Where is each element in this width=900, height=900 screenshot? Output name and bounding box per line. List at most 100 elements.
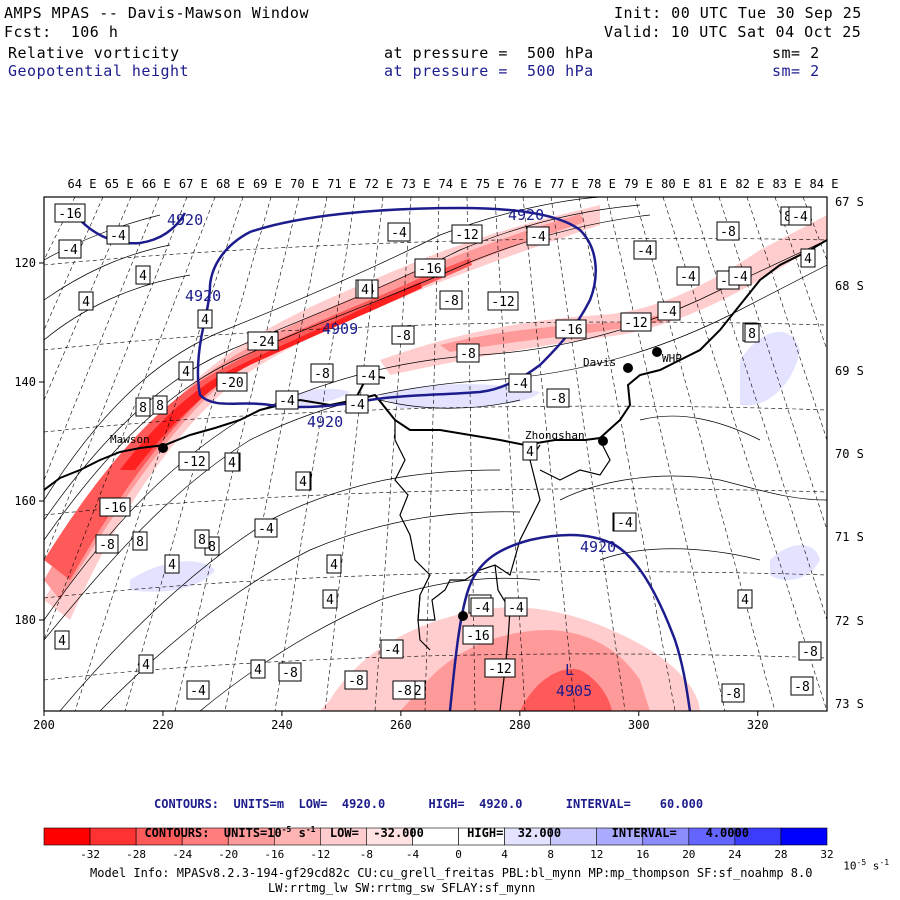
vorticity-label-box [788,206,812,226]
colorbar-tick-label: -16 [264,848,284,861]
top-lon-label: 65 E [105,177,134,191]
vorticity-label: 4 [804,252,812,267]
contours-vorticity-a: CONTOURS: UNITS=10 [144,826,282,840]
vorticity-label-box [790,676,814,696]
colorbar-tick-label: -20 [218,848,238,861]
top-lon-label: 81 E [698,177,727,191]
vorticity-label: 4 [254,663,262,678]
vorticity-label: -16 [58,207,81,222]
vorticity-label: -4 [190,684,206,699]
vorticity-label: -4 [792,210,808,225]
vorticity-label-box [439,290,463,310]
colorbar-tick-label: 28 [774,848,787,861]
right-lat-label: 73 S [835,697,864,711]
height-label: 4920 [185,287,221,305]
top-lon-label: 77 E [550,177,579,191]
vorticity-label-box [186,680,210,700]
vorticity-label-box [721,683,745,703]
vorticity-label-box [138,654,154,674]
vorticity-label: -8 [550,392,566,407]
field2-smoothing: sm= 2 [772,62,820,80]
vorticity-label-box [522,441,538,461]
colorbar-tick-label: 12 [590,848,603,861]
vorticity-label: -16 [418,262,441,277]
vorticity-label-box [392,680,416,700]
colorbar-tick-label: 0 [455,848,462,861]
vorticity-label-box [135,265,151,285]
station-mawson: Mawson [110,433,150,446]
field2-name: Geopotential height [8,62,190,80]
vorticity-label-box [546,388,570,408]
vorticity-label: -4 [349,398,365,413]
contours-height-legend: CONTOURS: UNITS=m LOW= 4920.0 HIGH= 4920… [154,797,704,811]
vorticity-label-box [487,291,519,311]
vorticity-label-box [106,225,130,245]
vorticity-label: 4 [82,295,90,310]
vorticity-label: -4 [617,516,633,531]
vorticity-label: -4 [661,305,677,320]
vorticity-label: -8 [395,329,411,344]
vorticity-label-box [744,323,760,343]
vorticity-label: -8 [725,687,741,702]
vorticity-label-box [380,639,404,659]
vorticity-label-box [620,312,652,332]
colorbar-tick-label: 24 [728,848,742,861]
vorticity-label-box [676,266,700,286]
vorticity-label: 8 [198,533,206,548]
vorticity-label: -4 [62,243,78,258]
vorticity-label-box [99,497,131,517]
vorticity-label-box [135,397,151,417]
x-tick-label: 300 [628,718,650,732]
vorticity-label: 4 [741,593,749,608]
colorbar-unit-exp2: -1 [879,858,890,867]
top-lon-label: 74 E [439,177,468,191]
low-marker: L [565,661,574,679]
y-tick-label: 180 [14,613,36,627]
top-lon-label: 80 E [661,177,690,191]
vorticity-label: -4 [258,522,274,537]
vorticity-label-box [194,529,210,549]
vorticity-label: 4 [58,634,66,649]
vorticity-label-box [250,659,266,679]
right-lat-label: 70 S [835,447,864,461]
vorticity-label: -4 [279,394,295,409]
height-label: 4909 [322,320,358,338]
vorticity-label-box [657,301,681,321]
vorticity-label: -4 [732,270,748,285]
vorticity-label: -4 [391,226,407,241]
vorticity-label: -8 [720,225,736,240]
vorticity-label: -12 [488,662,511,677]
field2-level: at pressure = 500 hPa [384,62,594,80]
vorticity-label-box [58,239,82,259]
vorticity-label-box [178,361,194,381]
x-tick-label: 260 [390,718,412,732]
vorticity-label-box [555,319,587,339]
vorticity-label-box [310,363,334,383]
right-lat-label: 72 S [835,614,864,628]
vorticity-label: -8 [396,684,412,699]
vorticity-label-box [800,248,816,268]
x-tick-label: 220 [152,718,174,732]
top-lon-label: 78 E [587,177,616,191]
y-tick-label: 160 [14,494,36,508]
vorticity-label-box [613,512,637,532]
colorbar-tick-label: -12 [310,848,330,861]
vorticity-label: 4 [299,475,307,490]
x-tick-label: 280 [509,718,531,732]
vorticity-label: -4 [384,643,400,658]
y-tick-label: 140 [14,375,36,389]
top-lon-label: 70 E [290,177,319,191]
top-lon-label: 66 E [142,177,171,191]
vorticity-label-box [254,518,278,538]
vorticity-label-box [152,395,168,415]
vorticity-label-box [164,554,180,574]
vorticity-label-box [216,372,248,392]
vorticity-label-box [414,258,446,278]
top-lon-label: 79 E [624,177,653,191]
vorticity-label: 8 [208,540,216,555]
vorticity-label-box [391,325,415,345]
contours-vorticity-exp: -5 [281,825,292,834]
top-lon-label: 73 E [401,177,430,191]
forecast-hour: Fcst: 106 h [4,23,119,41]
